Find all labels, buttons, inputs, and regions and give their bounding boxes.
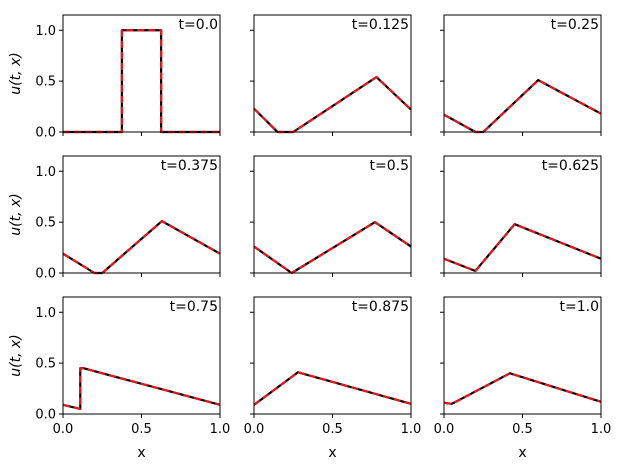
x-tick-label: 0.0 (244, 422, 265, 437)
subplot-1 (59, 14, 221, 136)
y-tick-label: 1.0 (35, 24, 56, 39)
x-tick-label: 1.0 (591, 422, 612, 437)
series-line-dashed (63, 29, 220, 134)
subplot-8 (250, 296, 412, 418)
subplot-2 (250, 14, 412, 136)
series-line-dashed (253, 75, 412, 134)
panel-title: t=0.625 (542, 158, 599, 174)
series-line-dashed (62, 220, 221, 275)
subplot-7 (59, 296, 221, 418)
y-axis-label: u(t, x) (8, 52, 24, 94)
panel-title: t=0.125 (352, 17, 409, 33)
subplot-5 (250, 155, 412, 277)
panel-title: t=1.0 (560, 299, 599, 315)
y-tick-label: 0.5 (35, 75, 56, 90)
y-tick-label: 0.5 (35, 216, 56, 231)
series-line-solid (63, 29, 220, 134)
subplot-3 (440, 14, 602, 136)
x-tick-label: 0.5 (131, 422, 152, 437)
x-axis-label: x (328, 445, 336, 461)
y-tick-label: 1.0 (35, 306, 56, 321)
x-tick-label: 1.0 (210, 422, 231, 437)
y-tick-label: 1.0 (35, 165, 56, 180)
series-line-solid (62, 367, 221, 411)
series-line-dashed (443, 79, 602, 134)
panel-title: t=0.25 (551, 17, 599, 33)
x-tick-label: 0.5 (512, 422, 533, 437)
y-tick-label: 0.0 (35, 267, 56, 282)
y-tick-label: 0.5 (35, 357, 56, 372)
panel-title: t=0.75 (170, 299, 218, 315)
y-tick-label: 0.0 (35, 408, 56, 423)
series-line-dashed (62, 367, 221, 411)
series-line-dashed (253, 221, 412, 275)
x-tick-label: 1.0 (401, 422, 422, 437)
series-line-dashed (443, 223, 602, 273)
series-line-solid (62, 220, 221, 275)
subplot-6 (440, 155, 602, 277)
panel-title: t=0.5 (370, 158, 409, 174)
panel-title: t=0.375 (161, 158, 218, 174)
y-tick-label: 0.0 (35, 126, 56, 141)
x-axis-label: x (518, 445, 526, 461)
x-tick-label: 0.0 (434, 422, 455, 437)
series-line-solid (443, 79, 602, 134)
series-line-dashed (253, 371, 412, 406)
panel-title: t=0.0 (179, 17, 218, 33)
subplot-9 (440, 296, 602, 418)
y-axis-label: u(t, x) (8, 334, 24, 376)
x-tick-label: 0.0 (53, 422, 74, 437)
y-axis-label: u(t, x) (8, 193, 24, 235)
series-line-solid (253, 75, 412, 134)
panel-title: t=0.875 (352, 299, 409, 315)
series-line-solid (443, 223, 602, 273)
x-tick-label: 0.5 (322, 422, 343, 437)
x-axis-label: x (137, 445, 145, 461)
subplot-4 (59, 155, 221, 277)
series-line-solid (443, 372, 602, 405)
series-line-dashed (443, 372, 602, 405)
